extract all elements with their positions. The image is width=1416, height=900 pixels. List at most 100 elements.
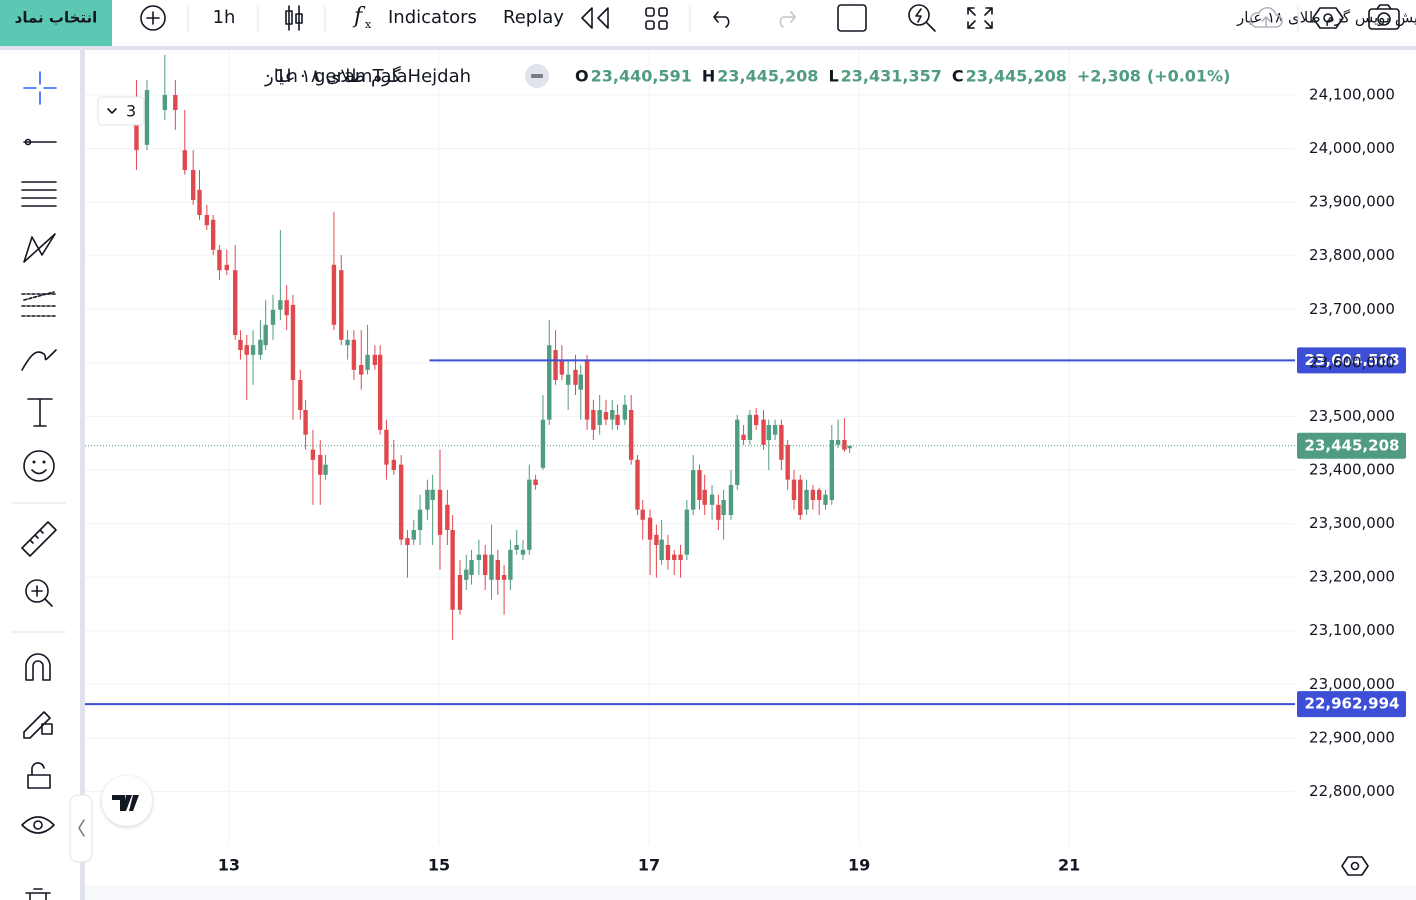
trend-line-tool[interactable] [24, 138, 32, 146]
candle-body [238, 339, 243, 350]
legend-value: 23,431,357 [841, 67, 942, 86]
candle-body [716, 504, 721, 520]
candle-body [514, 545, 519, 550]
y-tick-label: 23,600,000 [1309, 353, 1395, 371]
settings-button[interactable] [1312, 7, 1344, 29]
chart-type-button[interactable] [285, 5, 303, 31]
candle-body [495, 560, 500, 580]
fib-tool[interactable] [21, 181, 57, 207]
maximize-button[interactable] [967, 7, 993, 29]
indicator-toggle[interactable]: 3 [97, 96, 145, 126]
remove-tool[interactable] [25, 888, 51, 900]
candle-body [635, 459, 640, 510]
visibility-tool[interactable] [33, 820, 43, 830]
alert-button[interactable] [908, 4, 936, 32]
candle-body [622, 404, 628, 420]
candle-body [204, 215, 210, 226]
layout-name[interactable]: پیش نویس گرم طلای ۱۸ عیار [1236, 9, 1416, 28]
price-label: 23,604,588 [1305, 351, 1400, 369]
candle-body [217, 249, 222, 271]
candle-body [584, 359, 590, 420]
candle-body [573, 369, 578, 385]
zoom-tool[interactable] [25, 579, 53, 607]
interval-button[interactable]: 1h [213, 7, 236, 28]
y-tick-label: 23,500,000 [1309, 407, 1395, 425]
undo-button[interactable] [713, 11, 730, 28]
candle-body [508, 549, 513, 580]
replay-label[interactable]: Replay [503, 7, 564, 28]
candle-body [728, 485, 734, 515]
price-label-box [1297, 432, 1406, 459]
candle-body [476, 554, 482, 560]
y-tick-label: 23,700,000 [1309, 300, 1395, 318]
x-tick-label: 15 [428, 856, 450, 875]
candle-body [197, 189, 202, 215]
candle-body [647, 517, 653, 540]
legend-key: L [828, 67, 838, 86]
snapshot-button[interactable] [1368, 4, 1400, 30]
legend-separator: · [265, 66, 271, 87]
fx-icon: x [365, 18, 372, 31]
y-tick-label: 22,900,000 [1309, 728, 1395, 746]
legend-interval: 1h [275, 66, 298, 87]
text-tool[interactable] [27, 398, 53, 427]
y-tick-label: 23,100,000 [1309, 621, 1395, 639]
candle-body [741, 434, 746, 440]
layouts-button[interactable] [645, 7, 668, 30]
save-button[interactable] [1249, 7, 1283, 28]
candle-body [816, 489, 822, 500]
candle-body [258, 339, 263, 355]
candle-body [591, 410, 596, 430]
add-symbol[interactable] [140, 5, 166, 31]
candle-body [735, 419, 740, 485]
replay-button[interactable]: Replay [503, 7, 609, 29]
candle-body [779, 425, 784, 460]
candle-body [339, 270, 344, 340]
prediction-tool[interactable] [21, 291, 57, 317]
candle-body [810, 489, 816, 500]
x-tick-label: 21 [1058, 856, 1080, 875]
candle-body [766, 425, 771, 440]
redo-button[interactable] [779, 11, 796, 28]
symbol-button[interactable] [0, 0, 112, 46]
price-label-box [1297, 347, 1406, 374]
magnet-tool[interactable] [25, 653, 51, 681]
top-toolbar [0, 0, 1416, 46]
plot-area [85, 50, 1295, 845]
x-tick-label: 13 [218, 856, 240, 875]
brush-tool[interactable] [21, 349, 57, 371]
candle-body [697, 470, 702, 500]
candle-body [823, 494, 828, 505]
symbol-button-label[interactable]: انتخاب نماد [15, 9, 98, 27]
toolbar-divider [0, 46, 1416, 50]
candle-body [501, 575, 507, 580]
candle-body [232, 270, 238, 335]
indicators-label[interactable]: Indicators [388, 7, 477, 28]
candle-body [298, 380, 303, 410]
y-tick-label: 23,800,000 [1309, 246, 1395, 264]
ruler-tool[interactable] [21, 521, 57, 557]
candle-body [190, 170, 196, 200]
fullscreen-box[interactable] [837, 4, 867, 32]
pattern-tool[interactable] [23, 233, 56, 263]
candle-body [411, 530, 416, 540]
candle-body [469, 560, 474, 575]
collapse-handle[interactable] [69, 794, 93, 863]
lock-tool[interactable] [27, 762, 51, 789]
candle-body [527, 479, 532, 550]
axis-settings[interactable] [1341, 856, 1369, 876]
candle-body [847, 445, 852, 449]
crosshair-tool[interactable] [23, 71, 57, 105]
left-toolbar [0, 50, 80, 900]
candle-body [678, 554, 683, 560]
visibility-tool[interactable] [21, 816, 55, 834]
legend-key: C [952, 67, 964, 86]
candle-body [318, 455, 323, 475]
lock-drawings-tool[interactable] [23, 711, 53, 739]
candle-body [772, 425, 778, 435]
candle-body [690, 470, 696, 510]
candle-body [804, 489, 809, 510]
candle-body [761, 419, 766, 445]
legend-toggle[interactable] [525, 64, 549, 88]
emoji-tool[interactable] [23, 450, 55, 482]
